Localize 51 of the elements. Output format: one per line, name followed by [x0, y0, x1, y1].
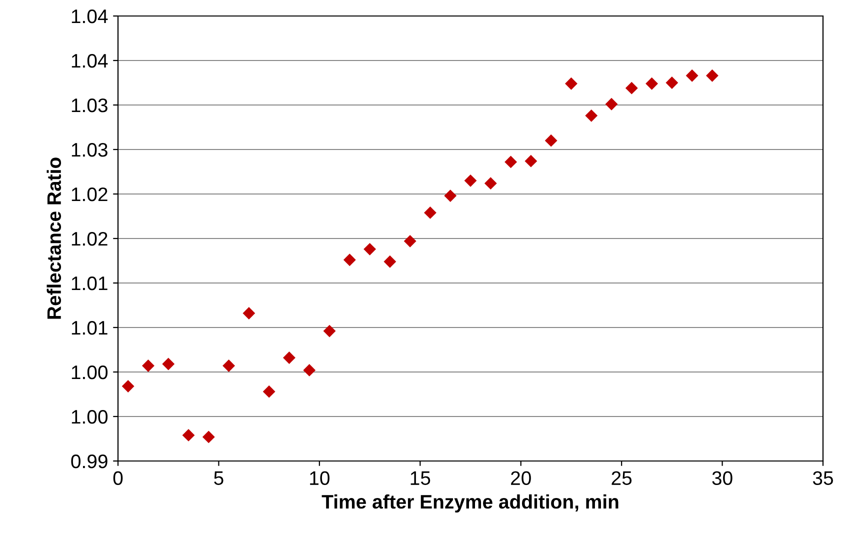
point	[605, 98, 618, 110]
point	[524, 154, 538, 168]
point	[484, 177, 497, 190]
point	[565, 77, 578, 90]
x-tick-label: 25	[612, 471, 632, 486]
y-tick-label: 1.00	[72, 410, 108, 424]
y-tick-label: 1.02	[72, 187, 108, 202]
point	[706, 69, 718, 82]
point	[686, 69, 698, 82]
point	[444, 190, 457, 202]
y-tick-label: 1.02	[72, 232, 108, 246]
point	[162, 358, 175, 370]
y-tick-label: 1.04	[72, 9, 108, 24]
point	[364, 242, 376, 256]
point	[222, 360, 235, 372]
point	[202, 430, 215, 444]
point	[384, 255, 396, 268]
point	[122, 380, 134, 392]
x-tick-label: 15	[410, 471, 430, 486]
x-tick-label: 10	[310, 471, 330, 486]
point	[343, 254, 356, 266]
point	[646, 77, 658, 90]
point	[585, 109, 598, 122]
y-tick-label: 1.00	[72, 365, 108, 380]
y-tick-label: 1.03	[72, 98, 108, 112]
y-tick-label: 0.99	[71, 454, 108, 468]
point	[424, 206, 436, 219]
y-tick-label: 1.04	[72, 54, 108, 68]
point	[625, 82, 638, 94]
x-axis-title: Time after Enzyme addition, min	[322, 494, 618, 513]
x-tick-label: 30	[712, 471, 732, 486]
point	[504, 156, 517, 168]
y-tick-label: 1.01	[72, 320, 108, 335]
x-tick-label: 20	[511, 471, 531, 486]
point	[142, 360, 154, 372]
point	[666, 76, 678, 89]
x-tick-label: 35	[812, 471, 833, 486]
y-axis-title: Reflectance Ratio	[46, 158, 62, 319]
point	[242, 307, 256, 320]
x-tick-label: 0	[113, 471, 123, 486]
point	[262, 385, 276, 398]
x-tick-label: 5	[214, 471, 224, 486]
y-tick-label: 1.03	[72, 142, 108, 157]
point	[303, 364, 316, 376]
point	[464, 174, 477, 187]
point	[323, 324, 336, 338]
point	[404, 234, 416, 248]
y-tick-label: 1.01	[72, 276, 108, 290]
point	[283, 352, 296, 364]
point	[544, 134, 558, 147]
point	[182, 428, 195, 442]
